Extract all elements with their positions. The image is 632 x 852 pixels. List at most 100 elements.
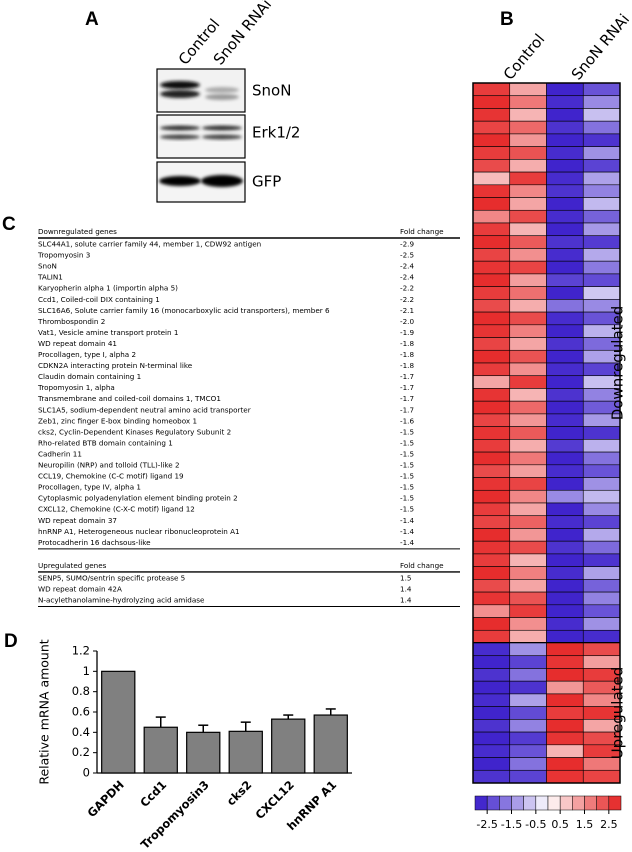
- heatmap-cell: [582, 146, 621, 160]
- heatmap-cell: [546, 209, 584, 224]
- heatmap: Downregulated Upregulated: [472, 82, 627, 784]
- heatmap-cell: [582, 464, 621, 478]
- colorbar-block: [499, 795, 512, 811]
- heatmap-cell: [509, 566, 547, 580]
- gene-name: Tropomyosin 3: [37, 251, 90, 260]
- heatmap-cell: [509, 744, 547, 758]
- heatmap-cell: [582, 260, 621, 275]
- y-tick-label: 1.2: [72, 644, 90, 658]
- heatmap-cell: [509, 579, 547, 593]
- fold-change: -1.5: [400, 438, 414, 447]
- heatmap-cell: [472, 375, 511, 389]
- heatmap-cell: [509, 362, 547, 377]
- fold-change: -1.5: [400, 461, 414, 470]
- heatmap-cell: [546, 744, 584, 758]
- heatmap-cell: [546, 95, 584, 109]
- fold-change: -2.9: [400, 240, 414, 249]
- heatmap-cell: [472, 184, 511, 198]
- heatmap-cell: [472, 388, 511, 402]
- gene-tables: Downregulated genes Fold change SLC44A1, s…: [37, 227, 460, 608]
- heatmap-cell: [582, 528, 621, 542]
- fold-change: -1.7: [400, 394, 414, 403]
- heatmap-cell: [472, 324, 511, 338]
- heatmap-cell: [582, 248, 621, 262]
- heatmap-cell: [509, 286, 547, 300]
- heatmap-cell: [472, 464, 511, 478]
- heatmap-cell: [472, 146, 511, 160]
- heatmap-cell: [509, 464, 547, 478]
- heatmap-cell: [546, 693, 584, 707]
- gene-name: Karyopherin alpha 1 (importin alpha 5): [38, 284, 178, 293]
- heatmap-cell: [546, 515, 584, 529]
- gene-name: Rho-related BTB domain containing 1: [38, 438, 173, 447]
- lane-label: SnoN RNAi: [210, 0, 275, 68]
- heatmap-cell: [546, 540, 584, 555]
- heatmap-cell: [546, 146, 584, 160]
- heatmap-cell: [582, 604, 621, 618]
- heatmap-cell: [582, 642, 621, 657]
- heatmap-cell: [546, 171, 584, 186]
- gene-name: SnoN: [38, 262, 57, 271]
- heatmap-cell: [546, 324, 584, 338]
- heatmap-cell: [472, 528, 511, 542]
- heatmap-cell: [509, 528, 547, 542]
- heatmap-cell: [472, 757, 511, 771]
- heatmap-cell: [509, 120, 547, 135]
- heatmap-cell: [509, 388, 547, 402]
- heatmap-cell: [546, 706, 584, 720]
- heatmap-cell: [472, 477, 511, 491]
- heatmap-cell: [546, 719, 584, 733]
- panel-label: D: [4, 631, 18, 652]
- heatmap-cell: [509, 159, 547, 173]
- heatmap-cell: [582, 82, 621, 97]
- heatmap-cell: [472, 108, 511, 122]
- colorbar-block: [535, 795, 549, 811]
- heatmap-cell: [546, 273, 584, 287]
- heatmap-cell: [582, 553, 621, 567]
- heatmap-cell: [582, 540, 621, 555]
- panel-label: C: [2, 214, 16, 235]
- heatmap-cell: [472, 337, 511, 351]
- heatmap-cell: [546, 655, 584, 669]
- gene-name: Zeb1, zinc finger E-box binding homeobox…: [38, 416, 197, 425]
- heatmap-cell: [472, 515, 511, 529]
- heatmap-cell: [546, 388, 584, 402]
- heatmap-cell: [472, 655, 511, 669]
- heatmap-cell: [546, 566, 584, 580]
- bar: [101, 670, 136, 774]
- heatmap-cell: [472, 769, 511, 784]
- colorbar-block: [523, 795, 537, 811]
- heatmap-cell: [546, 108, 584, 122]
- column-label: Control: [500, 30, 549, 83]
- heatmap-cell: [509, 222, 547, 237]
- heatmap-cell: [546, 362, 584, 377]
- bar: [186, 731, 221, 774]
- heatmap-cell: [472, 248, 511, 262]
- heatmap-cell: [509, 515, 547, 529]
- heatmap-cell: [472, 413, 511, 427]
- heatmap-cell: [472, 349, 511, 364]
- heatmap-cell: [509, 540, 547, 555]
- heatmap-cell: [509, 591, 547, 606]
- fold-change: -2.4: [400, 262, 414, 271]
- heatmap-cell: [509, 273, 547, 287]
- heatmap-cell: [509, 108, 547, 122]
- table-header: Upregulated genes: [38, 561, 107, 570]
- fold-change: -1.5: [400, 483, 414, 492]
- gene-name: SLC16A6, Solute carrier family 16 (monoc…: [38, 306, 330, 315]
- heatmap-cell: [582, 426, 621, 440]
- heatmap-cell: [582, 451, 621, 466]
- x-tick-label: Ccd1: [137, 778, 169, 810]
- heatmap-cell: [509, 146, 547, 160]
- heatmap-cell: [546, 349, 584, 364]
- heatmap-cell: [472, 362, 511, 377]
- heatmap-cell: [472, 579, 511, 593]
- heatmap-cell: [546, 120, 584, 135]
- fold-change: 1.4: [400, 584, 412, 593]
- heatmap-cell: [472, 235, 511, 249]
- heatmap-cell: [546, 311, 584, 326]
- fold-change: -2.5: [400, 251, 414, 260]
- heatmap-cell: [509, 95, 547, 109]
- heatmap-cell: [582, 655, 621, 669]
- heatmap-cell: [472, 311, 511, 326]
